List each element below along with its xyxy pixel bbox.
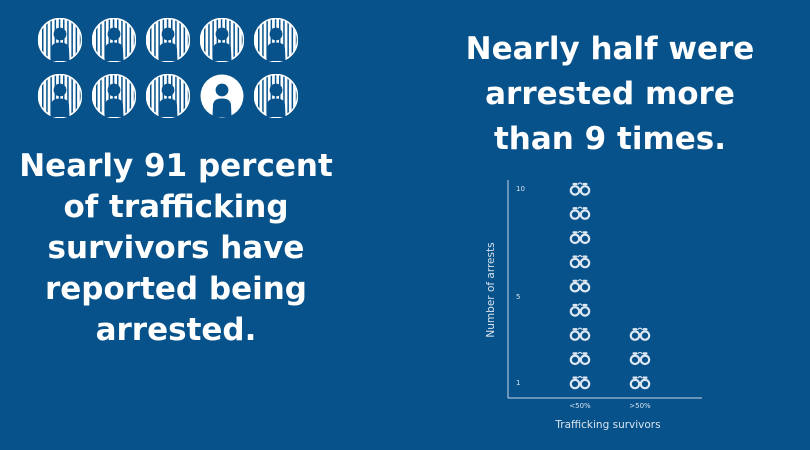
person-silhouette-icon — [254, 18, 298, 62]
handcuffs-icon — [569, 230, 591, 245]
person-silhouette-icon — [254, 74, 298, 118]
person-silhouette-icon — [38, 18, 82, 62]
handcuffs-icon — [569, 206, 591, 220]
x-tick-label: <50% — [569, 402, 591, 410]
handcuffs-icon — [629, 351, 651, 366]
y-tick-label: 1 — [516, 379, 520, 387]
handcuffs-icon — [569, 279, 591, 293]
person-silhouette-icon — [146, 18, 190, 62]
handcuffs-icon — [629, 327, 651, 341]
arrests-chart: Number of arrests Trafficking survivors … — [485, 180, 702, 431]
person-silhouette-icon — [38, 74, 82, 118]
handcuffs-icon — [569, 375, 591, 390]
person-silhouette-icon — [92, 18, 136, 62]
x-tick-labels: <50% >50% — [569, 402, 651, 410]
handcuffs-icon — [569, 254, 591, 269]
handcuffs-icon — [569, 303, 591, 317]
y-tick-label: 5 — [516, 293, 520, 301]
handcuffs-icon — [569, 351, 591, 366]
bar-<50% — [569, 182, 591, 390]
person-silhouette-icon — [92, 74, 136, 118]
handcuff-columns — [569, 182, 651, 390]
y-tick-label: 10 — [516, 185, 525, 193]
x-axis-title: Trafficking survivors — [554, 419, 660, 431]
person-silhouette-icon — [146, 74, 190, 118]
arrest-statistic-text: Nearly 91 percent of trafficking survivo… — [19, 148, 333, 348]
y-axis-title: Number of arrests — [485, 242, 497, 337]
survivor-icon-grid — [38, 18, 298, 120]
person-silhouette-icon — [200, 74, 244, 118]
handcuffs-icon — [569, 327, 591, 341]
person-silhouette-icon — [200, 18, 244, 62]
chart-heading: Nearly half were arrested more than 9 ti… — [465, 31, 755, 157]
bar->50% — [629, 327, 651, 390]
handcuffs-icon — [629, 375, 651, 390]
x-tick-label: >50% — [629, 402, 651, 410]
handcuffs-icon — [569, 182, 591, 196]
